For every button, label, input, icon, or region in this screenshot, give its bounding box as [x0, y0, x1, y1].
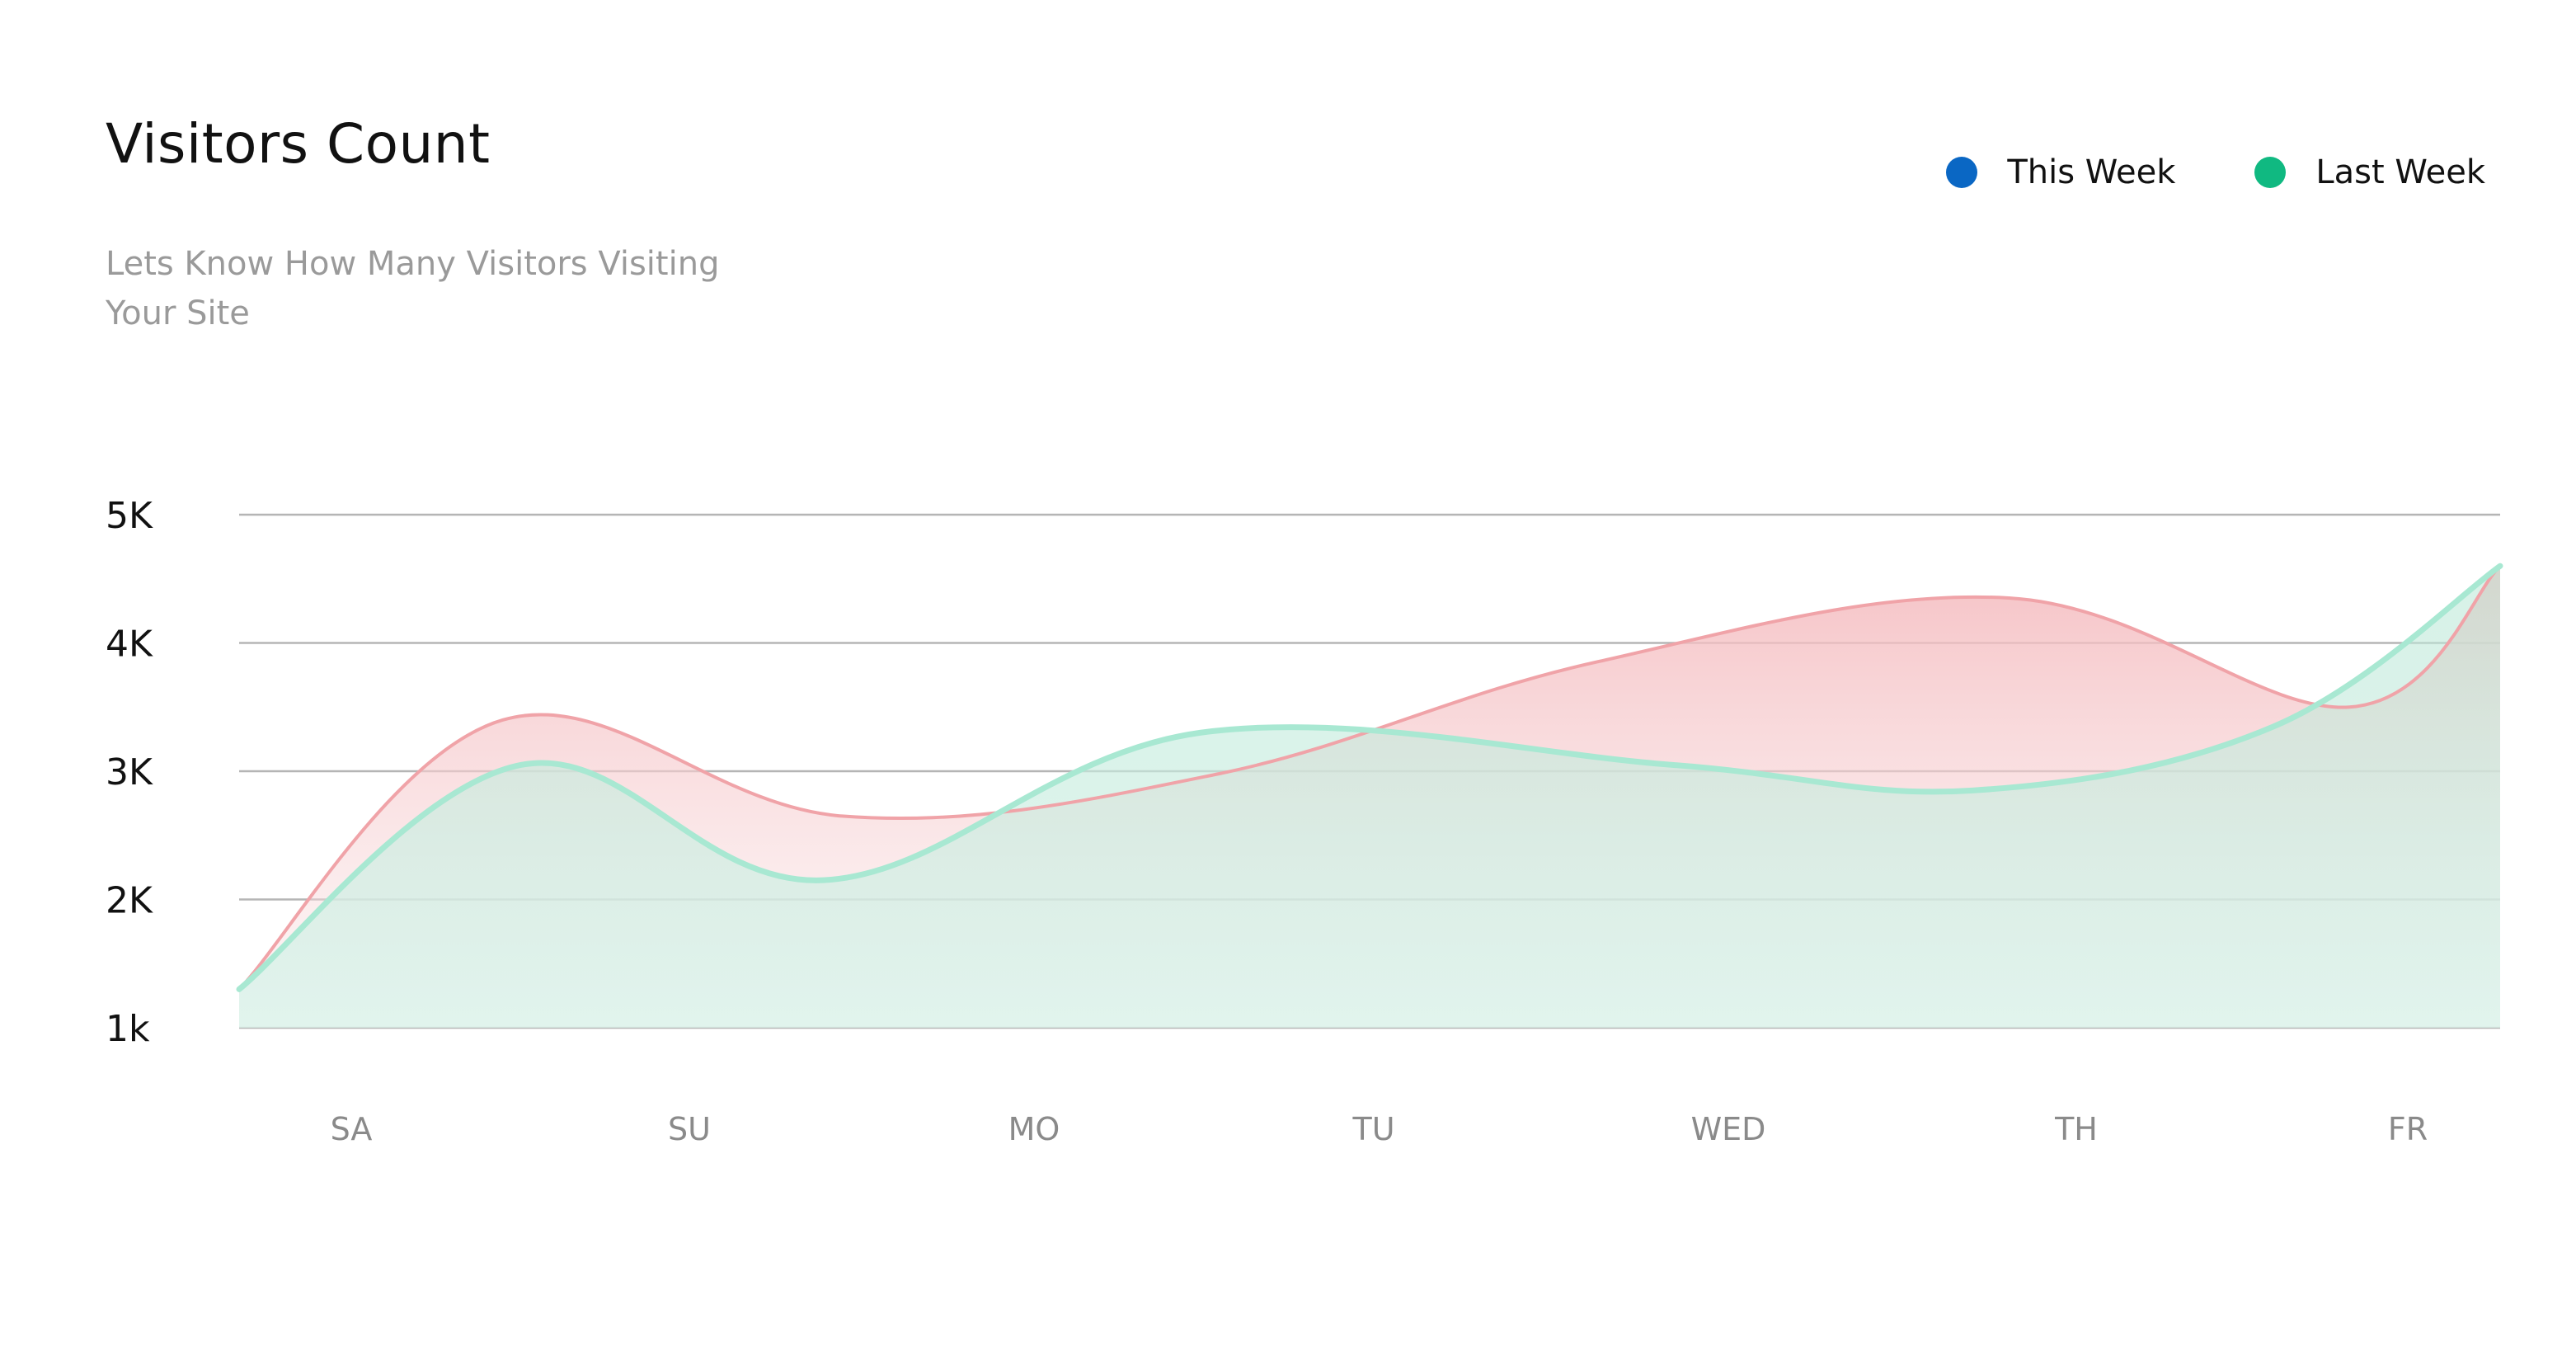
y-tick-label: 3K	[106, 751, 153, 793]
legend-label-last-week: Last Week	[2315, 153, 2485, 191]
x-tick-label: WED	[1691, 1111, 1766, 1147]
legend-dot-this-week	[1946, 157, 1978, 188]
y-tick-label: 5K	[106, 495, 153, 537]
x-tick-label: FR	[2388, 1111, 2428, 1147]
series-areas	[239, 566, 2500, 1028]
x-tick-label: TU	[1351, 1111, 1394, 1147]
legend-item-last-week[interactable]: Last Week	[2254, 153, 2485, 191]
y-tick-label: 2K	[106, 880, 153, 922]
y-axis-ticks: 1k 2K 3K 4K 5K	[106, 495, 153, 1050]
y-tick-label: 4K	[106, 624, 153, 666]
legend-dot-last-week	[2254, 157, 2287, 188]
area-last-week	[239, 566, 2500, 1028]
line-last-week	[236, 563, 2503, 992]
legend-label-this-week: This Week	[2007, 153, 2176, 191]
chart-title: Visitors Count	[106, 112, 491, 176]
x-tick-label: SA	[331, 1111, 373, 1147]
x-tick-label: SU	[668, 1111, 711, 1147]
line-this-week	[237, 564, 2502, 991]
chart-legend: This Week Last Week	[1946, 153, 2485, 191]
x-tick-label: MO	[1008, 1111, 1060, 1147]
y-tick-label: 1k	[106, 1008, 150, 1050]
series-lines	[236, 563, 2503, 992]
x-axis-ticks: SA SU MO TU WED TH FR	[331, 1111, 2428, 1147]
legend-item-this-week[interactable]: This Week	[1946, 153, 2175, 191]
x-tick-label: TH	[2054, 1111, 2098, 1147]
chart-subtitle: Lets Know How Many Visitors Visiting You…	[106, 245, 720, 332]
